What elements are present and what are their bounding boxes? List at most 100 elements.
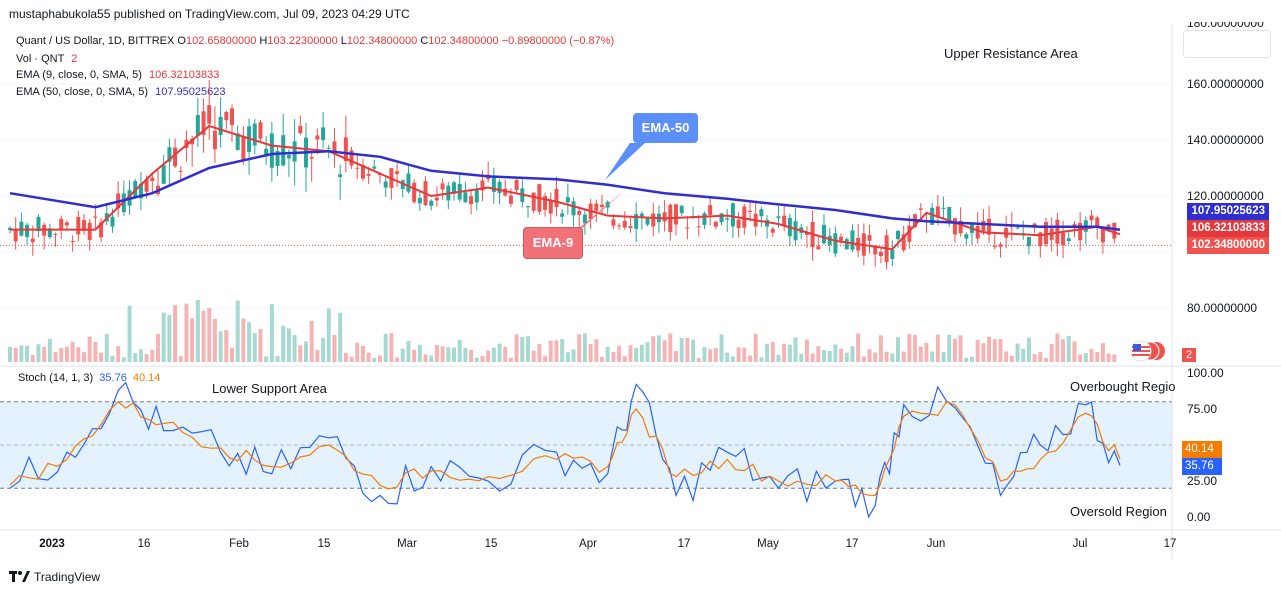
volume-bar	[469, 350, 474, 362]
volume-bar	[753, 333, 758, 362]
candle-body	[565, 197, 570, 203]
volume-bar	[759, 357, 764, 362]
open-label: O	[177, 35, 186, 47]
volume-bar	[645, 342, 650, 362]
volume-bar	[867, 349, 872, 362]
volume-bar	[685, 337, 690, 362]
volume-bar	[491, 347, 496, 362]
volume-bar	[127, 305, 132, 362]
volume-tag: 2	[1182, 348, 1196, 362]
time-label-feb: Feb	[229, 538, 249, 550]
price-tick-140: 140.00000000	[1187, 133, 1264, 147]
candle-body	[349, 150, 354, 166]
candle-body	[321, 127, 326, 141]
volume-bar	[13, 347, 18, 362]
overbought-label: Overbought Regio	[1070, 379, 1176, 394]
volume-label: Vol · QNT	[16, 53, 65, 65]
candle-body	[110, 216, 115, 227]
volume-bar	[594, 339, 599, 362]
volume-bar	[452, 347, 456, 362]
volume-bar	[787, 344, 792, 362]
candle-body	[674, 204, 678, 225]
candle-body	[218, 116, 223, 136]
candle-body	[1066, 238, 1071, 241]
volume-bar	[748, 355, 752, 362]
volume-bar	[463, 348, 468, 362]
volume-bar	[264, 356, 269, 362]
ema50-legend: EMA (50, close, 0, SMA, 5) 107.95025623	[16, 86, 225, 98]
volume-bar	[497, 343, 502, 362]
us-flag-icon[interactable]	[1128, 340, 1166, 362]
candle-body	[366, 173, 371, 176]
ema-lines	[0, 124, 1172, 251]
candle-body	[64, 222, 69, 226]
volume-bar	[42, 346, 47, 362]
chart-toolbar-box[interactable]	[1183, 30, 1271, 58]
volume-bar	[315, 350, 320, 362]
volume-bar	[1055, 333, 1060, 362]
volume-bar	[133, 353, 138, 362]
volume-bar	[150, 349, 155, 362]
stoch-tags: 40.14 35.76	[1182, 441, 1222, 475]
volume-bar	[1015, 343, 1020, 362]
candle-body	[827, 235, 832, 246]
volume-bar	[47, 338, 52, 362]
candle-body	[281, 135, 286, 166]
volume-bar	[99, 352, 104, 362]
ema9-callout: EMA-9	[523, 227, 583, 259]
volume-bar	[201, 310, 206, 362]
candle-body	[548, 200, 553, 214]
volume-bar	[1004, 351, 1009, 362]
time-label-apr: Apr	[579, 538, 597, 550]
candle-body	[907, 225, 912, 242]
volume-bar	[207, 308, 212, 362]
candle-body	[167, 147, 172, 162]
tradingview-footer[interactable]: TradingView	[9, 570, 100, 584]
price-tick-top-partial-text: 180.00000000	[1187, 22, 1264, 30]
time-label-jan16: 16	[137, 538, 151, 550]
candle-body	[355, 167, 360, 169]
candle-body	[839, 236, 844, 241]
candle-body	[224, 112, 229, 121]
volume-bar	[87, 336, 92, 362]
volume-bar	[321, 337, 326, 362]
volume-bar	[417, 344, 422, 362]
candle-body	[611, 219, 616, 226]
candle-body	[1061, 232, 1066, 246]
volume-bar	[167, 314, 172, 362]
volume-bar	[611, 351, 616, 362]
volume-bar	[355, 342, 360, 362]
candle-body	[992, 246, 997, 248]
candle-body	[975, 225, 980, 239]
price-tags: 107.95025623 106.32103833 102.34800000	[1182, 203, 1269, 254]
volume-bar	[1009, 355, 1014, 362]
time-label-jun: Jun	[926, 538, 946, 550]
candle-body	[178, 170, 183, 172]
candle-body	[822, 224, 826, 244]
volume-bar	[839, 348, 844, 362]
volume-bar	[964, 357, 969, 362]
candle-body	[958, 220, 963, 234]
volume-bar	[622, 356, 627, 362]
ema9-label: EMA (9, close, 0, SMA, 5)	[16, 69, 142, 81]
candle-body	[138, 183, 143, 199]
candle-body	[816, 246, 821, 250]
volume-bar	[634, 347, 639, 362]
candle-body	[412, 182, 417, 203]
volume-value: 2	[71, 53, 78, 65]
volume-bar	[82, 352, 86, 362]
volume-bar	[901, 351, 906, 362]
volume-bar	[560, 339, 565, 362]
candle-body	[286, 155, 291, 159]
candle-body	[463, 192, 468, 203]
volume-bar	[565, 352, 570, 362]
volume-bar	[651, 336, 656, 362]
volume-bar	[412, 349, 417, 362]
candle-body	[326, 147, 331, 149]
candle-body	[526, 206, 530, 208]
candle-body	[765, 219, 770, 227]
candle-body	[395, 171, 400, 175]
candle-body	[776, 216, 781, 219]
volume-bar	[520, 336, 525, 362]
